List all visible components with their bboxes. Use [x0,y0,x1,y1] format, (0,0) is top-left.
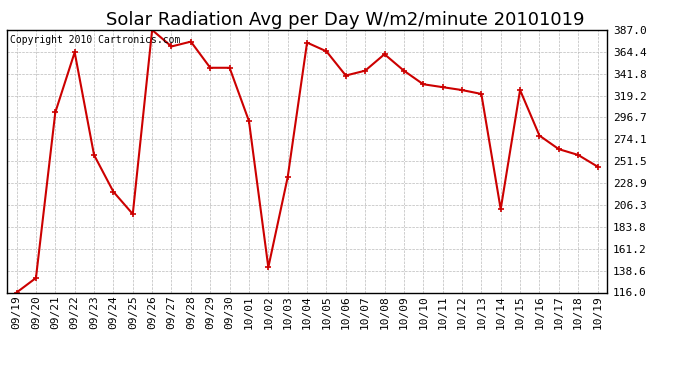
Text: Copyright 2010 Cartronics.com: Copyright 2010 Cartronics.com [10,35,180,45]
Text: Solar Radiation Avg per Day W/m2/minute 20101019: Solar Radiation Avg per Day W/m2/minute … [106,11,584,29]
